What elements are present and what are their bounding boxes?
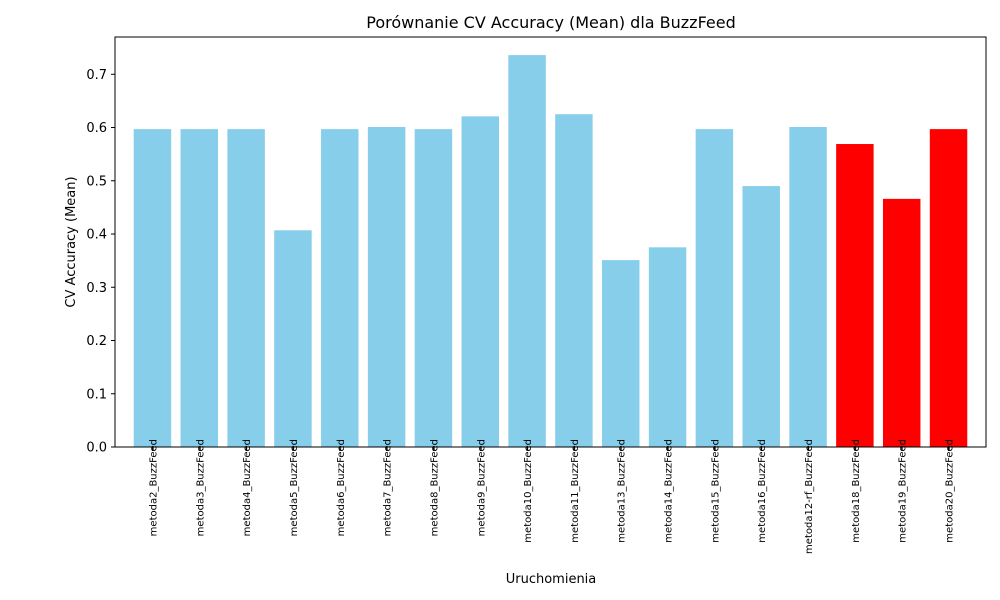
bar-metoda6_BuzzFeed (321, 129, 359, 447)
x-tick-label: metoda13_BuzzFeed (617, 439, 628, 543)
y-tick-label: 0.7 (86, 68, 107, 83)
y-tick-label: 0.3 (86, 281, 107, 296)
bar-metoda16_BuzzFeed (742, 186, 780, 447)
y-tick-label: 0.1 (86, 387, 107, 402)
bar-metoda12-rf_BuzzFeed (789, 126, 827, 448)
bar-metoda18_BuzzFeed (836, 144, 874, 447)
y-tick-label: 0.6 (86, 121, 107, 136)
y-axis: 0.0 0.1 0.2 0.3 0.4 0.5 0.6 0.7 (86, 68, 115, 456)
bar-metoda14_BuzzFeed (648, 247, 687, 447)
x-tick-label: metoda2_BuzzFeed (148, 439, 159, 536)
x-tick-label: metoda8_BuzzFeed (429, 439, 440, 536)
y-tick-label: 0.0 (86, 441, 107, 456)
bar-metoda7_BuzzFeed (367, 126, 406, 448)
x-tick-label: metoda18_BuzzFeed (851, 439, 862, 543)
x-tick-label: metoda15_BuzzFeed (710, 439, 721, 543)
chart-title: Porównanie CV Accuracy (Mean) dla BuzzFe… (366, 13, 736, 32)
x-tick-label: metoda19_BuzzFeed (898, 439, 909, 543)
y-tick-label: 0.2 (86, 334, 107, 349)
x-tick-label: metoda9_BuzzFeed (476, 439, 487, 536)
bar-metoda5_BuzzFeed (274, 230, 312, 447)
bar-metoda15_BuzzFeed (695, 129, 734, 447)
x-tick-label: metoda5_BuzzFeed (289, 439, 300, 536)
x-tick-label: metoda10_BuzzFeed (523, 439, 534, 543)
bar-metoda4_BuzzFeed (227, 129, 265, 447)
bar-metoda2_BuzzFeed (133, 129, 172, 447)
bars-group (133, 55, 968, 448)
bar-metoda9_BuzzFeed (461, 116, 499, 448)
bar-metoda3_BuzzFeed (180, 129, 219, 447)
y-tick-label: 0.4 (86, 228, 107, 243)
bar-metoda8_BuzzFeed (414, 129, 453, 447)
x-tick-label: metoda11_BuzzFeed (570, 439, 581, 543)
y-tick-label: 0.5 (86, 174, 107, 189)
x-tick-label: metoda4_BuzzFeed (242, 439, 253, 536)
x-tick-label: metoda6_BuzzFeed (336, 439, 347, 536)
y-axis-label: CV Accuracy (Mean) (64, 176, 79, 307)
bar-metoda13_BuzzFeed (602, 260, 640, 447)
x-tick-label: metoda14_BuzzFeed (664, 439, 675, 543)
x-tick-label: metoda7_BuzzFeed (383, 439, 394, 536)
x-tick-label: metoda3_BuzzFeed (195, 439, 206, 536)
x-tick-label: metoda12-rf_BuzzFeed (804, 439, 815, 554)
x-tick-label: metoda20_BuzzFeed (945, 439, 956, 543)
x-axis: metoda2_BuzzFeed metoda3_BuzzFeed metoda4_… (148, 439, 955, 554)
x-axis-label: Uruchomienia (506, 572, 597, 587)
x-tick-label: metoda16_BuzzFeed (757, 439, 768, 543)
plot-frame (114, 36, 987, 448)
bar-metoda10_BuzzFeed (508, 55, 546, 448)
bar-metoda20_BuzzFeed (929, 129, 968, 447)
bar-metoda19_BuzzFeed (882, 198, 921, 447)
bar-metoda11_BuzzFeed (555, 114, 593, 447)
